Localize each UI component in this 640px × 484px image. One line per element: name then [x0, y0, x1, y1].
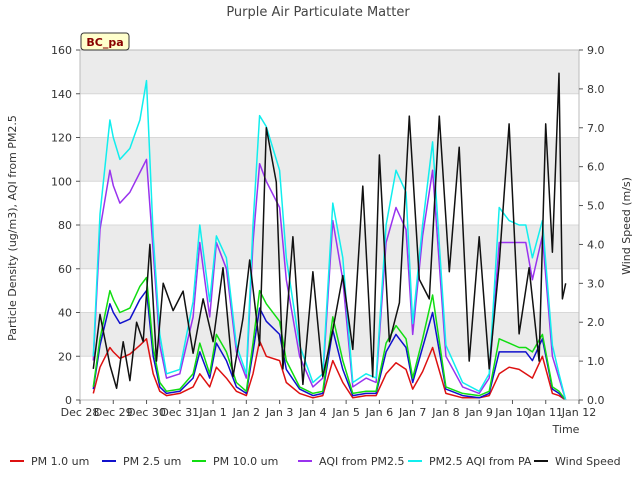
legend-item: Wind Speed [534, 455, 621, 468]
y-tick-label-right: 4.0 [587, 238, 605, 251]
y-tick-label-left: 120 [51, 132, 72, 145]
y-tick-label-right: 8.0 [587, 83, 605, 96]
x-tick-label: Dec 31 [160, 406, 199, 419]
y-axis-label-left: Particle Density (ug/m3), AQI from PM2.5 [6, 115, 19, 341]
x-tick-label: Jan 12 [561, 406, 596, 419]
axes: 0 20 40 60 80 100 120 140 160 0.0 1.0 2.0 3.0 4.0 5.0 6… [51, 44, 605, 419]
x-tick-label: Jan 5 [331, 406, 359, 419]
y-tick-label-left: 80 [58, 219, 72, 232]
y-tick-label-right: 7.0 [587, 122, 605, 135]
series-layer [92, 72, 567, 401]
y-tick-label-right: 5.0 [587, 200, 605, 213]
x-tick-label: Jan 8 [431, 406, 459, 419]
y-tick-label-left: 160 [51, 44, 72, 57]
y-axis-label-right: Wind Speed (m/s) [620, 177, 633, 275]
x-tick-label: Jan 3 [265, 406, 293, 419]
plot-band [80, 137, 579, 182]
y-tick-label-left: 60 [58, 263, 72, 276]
chart-title: Purple Air Particulate Matter [226, 5, 410, 20]
x-tick-label: Dec 29 [94, 406, 133, 419]
legend-item: PM2.5 AQI from PA [408, 455, 532, 468]
legend-label: PM 1.0 um [31, 455, 89, 468]
y-tick-label-left: 40 [58, 307, 72, 320]
legend-label: Wind Speed [555, 455, 621, 468]
legend-item: PM 1.0 um [10, 455, 89, 468]
legend-label: PM 10.0 um [213, 455, 278, 468]
x-tick-label: Dec 30 [127, 406, 166, 419]
x-tick-label: Jan 6 [365, 406, 393, 419]
x-tick-label: Jan 9 [464, 406, 492, 419]
x-tick-label: Jan 7 [398, 406, 426, 419]
x-tick-label: Jan 1 [198, 406, 226, 419]
legend-label: AQI from PM2.5 [319, 455, 404, 468]
x-tick-label: Jan 10 [494, 406, 529, 419]
series-line-4 [92, 158, 567, 401]
y-tick-label-left: 140 [51, 88, 72, 101]
legend-label: PM 2.5 um [123, 455, 181, 468]
y-tick-label-left: 100 [51, 175, 72, 188]
legend-item: PM 10.0 um [192, 455, 278, 468]
series-line-1 [92, 338, 567, 401]
series-line-5 [92, 79, 567, 401]
x-tick-label: Jan 4 [298, 406, 326, 419]
y-tick-label-right: 0.0 [587, 394, 605, 407]
plot-band [80, 50, 579, 94]
y-tick-label-left: 20 [58, 350, 72, 363]
x-tick-label: Jan 2 [232, 406, 260, 419]
legend-item: AQI from PM2.5 [298, 455, 404, 468]
legend-label: PM2.5 AQI from PA [429, 455, 532, 468]
y-tick-label-left: 0 [65, 394, 72, 407]
x-tick-label: Dec 28 [61, 406, 100, 419]
station-label-box: BC_pa [80, 32, 130, 51]
y-tick-label-right: 1.0 [587, 355, 605, 368]
y-tick-label-right: 3.0 [587, 277, 605, 290]
legend: PM 1.0 um PM 2.5 um PM 10.0 um AQI from PM2… [10, 455, 621, 468]
series-line-3 [92, 276, 567, 401]
y-tick-label-right: 6.0 [587, 161, 605, 174]
x-tick-label: Jan 11 [528, 406, 563, 419]
y-tick-label-right: 9.0 [587, 44, 605, 57]
series-line-2 [92, 289, 567, 401]
series-line-6 [92, 72, 567, 390]
station-label: BC_pa [86, 36, 123, 49]
legend-item: PM 2.5 um [102, 455, 181, 468]
x-axis-label: Time [552, 423, 580, 436]
y-tick-label-right: 2.0 [587, 316, 605, 329]
